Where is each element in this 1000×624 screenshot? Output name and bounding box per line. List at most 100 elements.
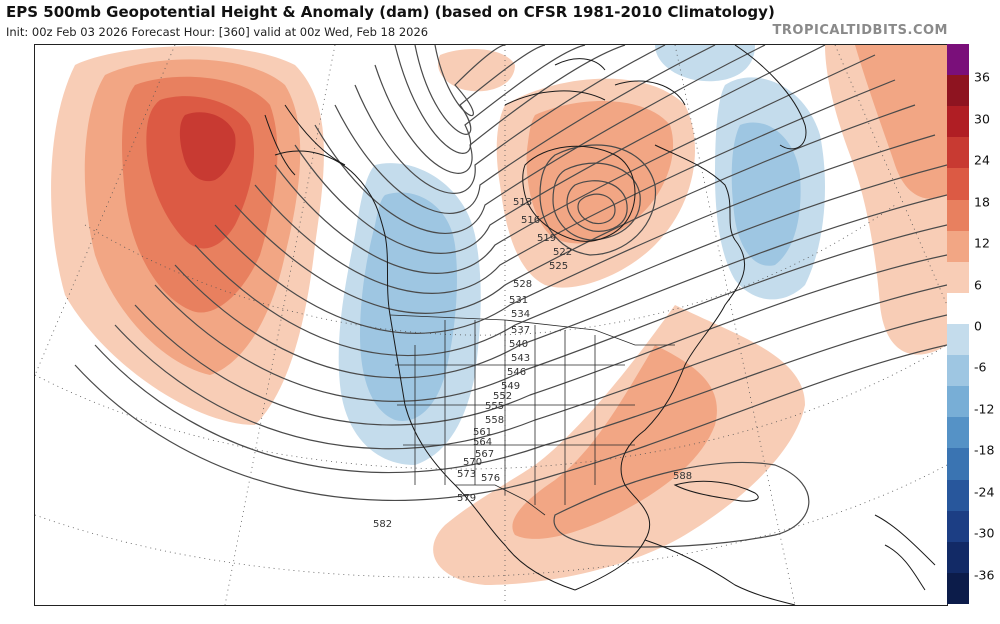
- colorbar-segment: [947, 44, 969, 76]
- height-label-537: 537: [511, 325, 530, 336]
- latitude-line: [35, 344, 947, 470]
- colorbar-segment: [947, 199, 969, 232]
- height-label-534: 534: [511, 309, 530, 320]
- colorbar-segment: [947, 355, 969, 387]
- positive-anomaly-atlantic-2: [855, 45, 947, 199]
- map-title: EPS 500mb Geopotential Height & Anomaly …: [6, 3, 775, 21]
- coastline-hudson-bay: [522, 145, 636, 242]
- height-label-543: 543: [511, 353, 530, 364]
- political-borders: [389, 314, 675, 516]
- colorbar-label: 18: [974, 194, 990, 210]
- height-label-531: 531: [509, 295, 528, 306]
- height-label-519: 519: [537, 233, 556, 244]
- height-contour-567: [174, 194, 947, 379]
- height-contour-588: [553, 461, 810, 548]
- positive-anomaly-eastern-us-2: [512, 345, 717, 539]
- height-label-576: 576: [481, 473, 500, 484]
- colorbar-label: -24: [974, 484, 995, 500]
- colorbar-label: -6: [974, 359, 987, 375]
- colorbar-segment: [947, 75, 969, 107]
- height-label-525: 525: [549, 261, 568, 272]
- anomaly-colorbar: [947, 44, 969, 605]
- height-contour-570: [154, 224, 947, 402]
- height-contour-534: [394, 45, 586, 154]
- colorbar-label: 6: [974, 277, 982, 293]
- height-label-570: 570: [463, 457, 482, 468]
- height-label-579: 579: [457, 493, 476, 504]
- site-credit: TROPICALTIDBITS.COM: [772, 23, 948, 38]
- coastline-alaska: [264, 104, 346, 176]
- height-contour-528: [434, 45, 506, 117]
- height-label-555: 555: [485, 401, 504, 412]
- height-label-516: 516: [521, 215, 540, 226]
- height-contour-555: [254, 79, 896, 294]
- height-contour-546: [314, 45, 766, 234]
- height-contour-525: [539, 144, 657, 256]
- height-label-567: 567: [475, 449, 494, 460]
- colorbar-label: -36: [974, 567, 995, 583]
- colorbar-label: 30: [974, 111, 990, 127]
- colorbar-segment: [947, 448, 969, 481]
- height-contour-558: [234, 104, 916, 314]
- colorbar-segment: [947, 137, 969, 169]
- height-label-540: 540: [509, 339, 528, 350]
- height-contour-576: [114, 284, 947, 450]
- coastline-cuba: [673, 480, 759, 502]
- longitude-line: [224, 45, 336, 605]
- height-label-522: 522: [553, 247, 572, 258]
- coastline-north-america-west: [274, 150, 576, 591]
- negative-anomaly-labrador-2: [731, 122, 801, 266]
- colorbar-segment: [947, 106, 969, 138]
- coastline-caribbean: [874, 514, 936, 591]
- colorbar-label: 24: [974, 152, 990, 168]
- coastline-greenland: [734, 45, 807, 150]
- height-contour-582: [74, 344, 947, 502]
- colorbar-label: 0: [974, 318, 982, 334]
- map-subtitle: Init: 00z Feb 03 2026 Forecast Hour: [36…: [6, 25, 429, 39]
- colorbar-segment: [947, 572, 969, 605]
- height-label-552: 552: [493, 391, 512, 402]
- height-contour-552: [274, 54, 876, 274]
- longitude-line: [674, 45, 796, 605]
- colorbar-segment: [947, 417, 969, 449]
- colorbar-segment: [947, 292, 969, 325]
- negative-anomaly-top: [655, 45, 755, 82]
- latitude-line: [84, 204, 896, 336]
- height-label-588: 588: [673, 471, 692, 482]
- height-contour-573: [134, 254, 947, 426]
- colorbar-segment: [947, 541, 969, 574]
- height-contour-540: [354, 45, 666, 194]
- coastline-north-america-east: [574, 144, 745, 591]
- height-label-564: 564: [473, 437, 492, 448]
- colorbar-label: -30: [974, 525, 995, 541]
- height-label-561: 561: [473, 427, 492, 438]
- colorbar-segment: [947, 386, 969, 418]
- longitude-line: [834, 45, 947, 306]
- coastlines: [264, 45, 936, 605]
- colorbar-segment: [947, 324, 969, 356]
- height-contour-543: [334, 45, 716, 214]
- height-contour-537: [374, 45, 626, 174]
- colorbar-segment: [947, 510, 969, 543]
- height-label-573: 573: [457, 469, 476, 480]
- colorbar-label: 12: [974, 235, 990, 251]
- height-label-582: 582: [373, 519, 392, 530]
- height-label-513: 513: [513, 197, 532, 208]
- map-canvas: 513 516 519 522 525 528 531 534 537 540 …: [35, 45, 947, 605]
- coastline-central-america: [644, 539, 796, 605]
- height-labels: 513 516 519 522 525 528 531 534 537 540 …: [373, 197, 692, 530]
- height-label-558: 558: [485, 415, 504, 426]
- colorbar-segment: [947, 479, 969, 512]
- positive-anomaly-pacific-5: [179, 112, 236, 182]
- colorbar-label: -18: [974, 442, 995, 458]
- height-contour-516: [577, 193, 616, 225]
- coastline-arctic-islands: [504, 58, 686, 106]
- height-contour-549: [294, 45, 826, 254]
- height-contour-564: [194, 164, 947, 357]
- colorbar-segment: [947, 168, 969, 201]
- colorbar-label: 36: [974, 69, 990, 85]
- height-contour-531: [414, 45, 546, 135]
- height-label-546: 546: [507, 367, 526, 378]
- positive-anomaly-arctic: [437, 49, 515, 92]
- height-contour-519: [566, 180, 628, 232]
